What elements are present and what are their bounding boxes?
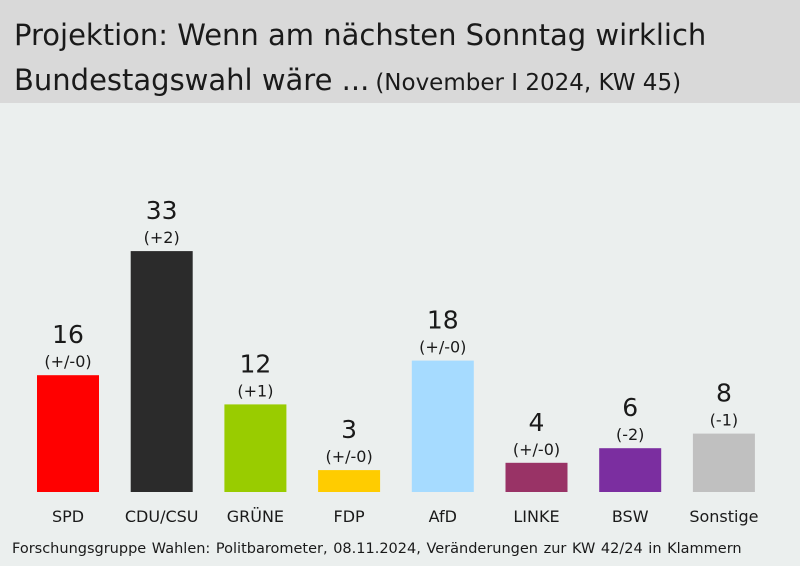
bar-bsw [599,448,662,492]
bar-linke [505,462,568,492]
change-label-spd: (+/-0) [44,352,91,371]
category-label-fdp: FDP [334,507,366,526]
bar-cdu-csu [130,251,193,492]
chart-title-line1: Projektion: Wenn am nächsten Sonntag wir… [14,18,707,52]
value-label-afd: 18 [427,306,459,335]
change-label-fdp: (+/-0) [325,447,372,466]
chart-title-line2: Bundestagswahl wäre ... (November I 2024,… [14,63,681,97]
source-footnote: Forschungsgruppe Wahlen: Politbarometer,… [12,541,742,557]
chart-subtitle: (November I 2024, KW 45) [375,70,682,96]
value-label-linke: 4 [529,408,545,437]
value-label-spd: 16 [52,320,84,349]
bar-spd [37,375,99,492]
value-label-sonstige: 8 [716,379,732,408]
change-label-afd: (+/-0) [419,338,466,357]
change-label-cdu-csu: (+2) [144,228,180,247]
change-label-bsw: (-2) [616,425,644,444]
category-label-linke: LINKE [513,507,559,526]
category-label-sonstige: Sonstige [689,507,758,526]
title-bar: Projektion: Wenn am nächsten Sonntag wir… [0,0,800,103]
change-label-linke: (+/-0) [513,440,560,459]
bar-afd [411,360,474,492]
value-label-bsw: 6 [622,393,638,422]
category-label-spd: SPD [52,507,84,526]
change-label-sonstige: (-1) [710,411,738,430]
category-label-cdu-csu: CDU/CSU [125,507,199,526]
value-label-cdu-csu: 33 [146,196,178,225]
change-label-grüne: (+1) [237,381,273,400]
category-label-bsw: BSW [612,507,649,526]
category-label-afd: AfD [429,507,457,526]
category-label-grüne: GRÜNE [227,507,284,526]
bar-fdp [318,470,381,492]
bar-grüne [224,404,287,492]
chart-title-line2-text: Bundestagswahl wäre ... [14,63,370,97]
bar-sonstige [692,433,755,492]
value-label-grüne: 12 [239,349,271,378]
value-label-fdp: 3 [341,415,357,444]
